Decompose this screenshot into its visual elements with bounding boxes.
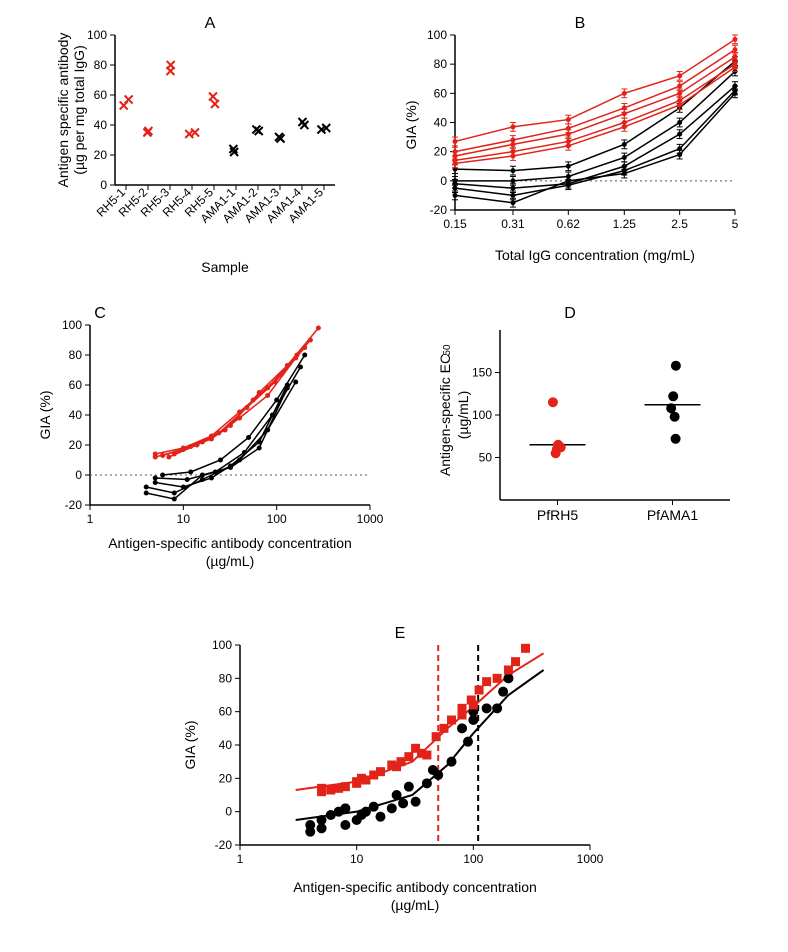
- svg-text:20: 20: [69, 438, 83, 452]
- svg-text:-20: -20: [65, 498, 83, 512]
- svg-text:5: 5: [732, 217, 739, 231]
- panel-a-axes: 020406080100 RH5-1RH5-2RH5-3RH5-4RH5-5AM…: [87, 28, 335, 226]
- panel-a: A 020406080100 RH5-1RH5-2RH5-3RH5-4RH5-5…: [50, 10, 370, 290]
- svg-text:80: 80: [94, 58, 108, 72]
- svg-text:0.15: 0.15: [443, 217, 467, 231]
- svg-text:150: 150: [472, 366, 492, 380]
- svg-text:20: 20: [219, 771, 233, 785]
- svg-text:60: 60: [219, 705, 233, 719]
- panel-d: D 50 100 150 PfRH5 PfAMA1 Antigen-specific …: [430, 300, 760, 600]
- svg-text:40: 40: [69, 408, 83, 422]
- panel-c-xlabel-1: Antigen-specific antibody concentration: [108, 535, 352, 551]
- svg-text:40: 40: [219, 738, 233, 752]
- panel-d-ylabel-1: Antigen-specific EC: [437, 354, 453, 476]
- svg-text:1.25: 1.25: [613, 217, 637, 231]
- svg-text:100: 100: [267, 512, 287, 526]
- panel-a-ylabel-2: (µg per mg total IgG): [71, 45, 87, 174]
- svg-text:100: 100: [427, 28, 447, 42]
- svg-text:60: 60: [94, 88, 108, 102]
- svg-text:0.62: 0.62: [557, 217, 581, 231]
- svg-text:0: 0: [100, 178, 107, 192]
- svg-text:100: 100: [463, 852, 483, 866]
- panel-e-xlabel-1: Antigen-specific antibody concentration: [293, 879, 537, 895]
- svg-text:1000: 1000: [577, 852, 604, 866]
- panel-b-xlabel: Total IgG concentration (mg/mL): [495, 247, 695, 263]
- svg-text:100: 100: [87, 28, 107, 42]
- svg-text:0.31: 0.31: [501, 217, 525, 231]
- svg-text:10: 10: [350, 852, 364, 866]
- svg-text:60: 60: [69, 378, 83, 392]
- svg-text:60: 60: [434, 86, 448, 100]
- svg-text:80: 80: [219, 671, 233, 685]
- panel-e: E -20 0 20 40 60 80 100 1 10 100 1000 GIA (%) Ant…: [170, 620, 630, 940]
- panel-c-label: C: [94, 305, 106, 322]
- panel-a-xlabel: Sample: [201, 259, 249, 275]
- panel-d-ylabel-2: (µg/mL): [455, 391, 471, 440]
- figure-container: A 020406080100 RH5-1RH5-2RH5-3RH5-4RH5-5…: [0, 0, 788, 952]
- panel-d-label: D: [564, 305, 576, 322]
- panel-c-ylabel: GIA (%): [37, 390, 53, 439]
- svg-text:0: 0: [440, 174, 447, 188]
- svg-text:-20: -20: [215, 838, 233, 852]
- svg-text:1: 1: [237, 852, 244, 866]
- svg-text:0: 0: [75, 468, 82, 482]
- svg-text:100: 100: [472, 408, 492, 422]
- panel-a-label: A: [205, 15, 216, 32]
- svg-text:40: 40: [434, 116, 448, 130]
- svg-text:10: 10: [177, 512, 191, 526]
- svg-text:PfAMA1: PfAMA1: [647, 507, 699, 523]
- svg-text:80: 80: [69, 348, 83, 362]
- panel-b-label: B: [575, 15, 586, 32]
- panel-c: C -20 0 20 40 60 80 100 1 10 100 1000 GIA (%) Ant…: [30, 300, 390, 600]
- panel-b: B -20 0 20 40 60 80 100 0.15 0.31 0.62 1.25 2.5 5 G…: [400, 10, 760, 290]
- panel-c-xlabel-2: (µg/mL): [206, 553, 255, 569]
- svg-text:50: 50: [479, 451, 493, 465]
- svg-text:80: 80: [434, 57, 448, 71]
- panel-e-xlabel-2: (µg/mL): [391, 897, 440, 913]
- panel-e-ylabel: GIA (%): [182, 720, 198, 769]
- panel-d-ylabel-sub: 50: [442, 344, 453, 356]
- svg-text:0: 0: [225, 805, 232, 819]
- svg-text:100: 100: [212, 638, 232, 652]
- svg-text:20: 20: [94, 148, 108, 162]
- svg-text:1: 1: [87, 512, 94, 526]
- panel-b-ylabel: GIA (%): [403, 100, 419, 149]
- svg-text:-20: -20: [430, 203, 448, 217]
- svg-text:20: 20: [434, 145, 448, 159]
- svg-text:40: 40: [94, 118, 108, 132]
- svg-text:100: 100: [62, 318, 82, 332]
- svg-text:1000: 1000: [357, 512, 384, 526]
- panel-a-ylabel-1: Antigen specific antibody: [55, 33, 71, 188]
- svg-text:PfRH5: PfRH5: [537, 507, 578, 523]
- svg-text:2.5: 2.5: [671, 217, 688, 231]
- panel-e-label: E: [395, 625, 406, 642]
